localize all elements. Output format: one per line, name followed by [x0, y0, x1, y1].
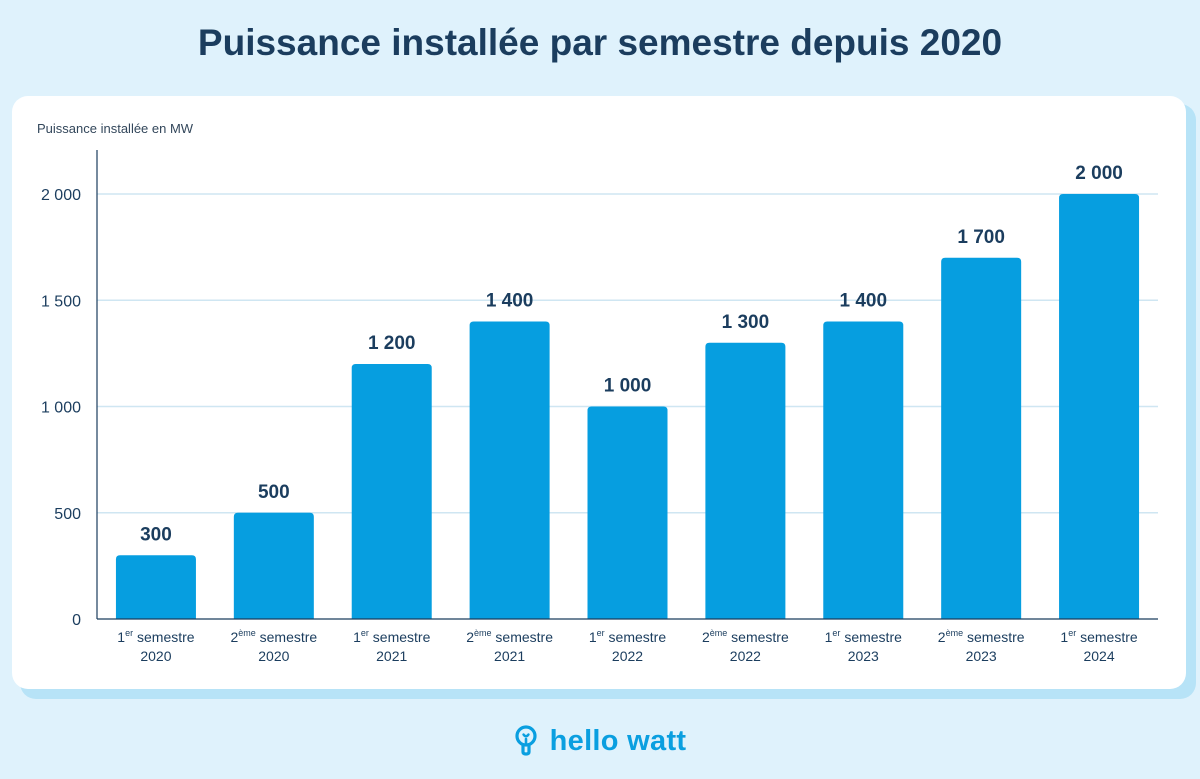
y-tick-label: 1 000 — [41, 400, 81, 417]
data-label: 1 000 — [604, 376, 652, 397]
data-label: 2 000 — [1075, 163, 1123, 184]
chart-title: Puissance installée par semestre depuis … — [197, 22, 1003, 63]
x-tick-label: 2ème semestre — [938, 628, 1025, 645]
bar — [115, 555, 196, 619]
bar — [705, 342, 786, 619]
x-tick-label: 1er semestre — [117, 628, 194, 645]
x-tick-label: 2ème semestre — [466, 628, 553, 645]
data-label: 1 300 — [722, 312, 770, 333]
x-tick-label: 2ème semestre — [230, 628, 317, 645]
x-tick-label: 1er semestre — [1060, 628, 1137, 645]
x-tick-year: 2024 — [1083, 648, 1114, 664]
data-label: 1 400 — [840, 291, 888, 312]
x-tick-year: 2021 — [494, 648, 525, 664]
y-tick-label: 2 000 — [41, 187, 81, 204]
y-tick-label: 1 500 — [41, 293, 81, 310]
bar — [233, 512, 314, 619]
brand-name: hello watt — [549, 724, 687, 757]
bar — [469, 321, 550, 619]
data-label: 1 200 — [368, 333, 416, 354]
y-tick-label: 0 — [72, 612, 81, 629]
x-tick-year: 2022 — [612, 648, 643, 664]
x-tick-year: 2021 — [376, 648, 407, 664]
x-tick-year: 2023 — [848, 648, 879, 664]
x-tick-label: 1er semestre — [589, 628, 666, 645]
bar-chart: 0 500 1 000 1 500 2 000 300 1er semestre 2020 50… — [41, 150, 1158, 664]
x-tick-year: 2022 — [730, 648, 761, 664]
data-label: 1 400 — [486, 291, 534, 312]
data-label: 500 — [258, 482, 290, 503]
x-tick-label: 1er semestre — [353, 628, 430, 645]
x-tick-label: 1er semestre — [825, 628, 902, 645]
y-tick-label: 500 — [54, 506, 81, 523]
x-tick-label: 2ème semestre — [702, 628, 789, 645]
x-tick-year: 2020 — [258, 648, 289, 664]
bar — [1059, 194, 1140, 619]
data-label: 300 — [140, 524, 172, 545]
bar — [823, 321, 904, 619]
bar — [587, 406, 668, 619]
x-tick-year: 2020 — [140, 648, 171, 664]
y-axis-title: Puissance installée en MW — [37, 121, 194, 136]
bar — [351, 364, 432, 619]
bar — [941, 257, 1022, 619]
x-tick-year: 2023 — [966, 648, 997, 664]
lightbulb-icon — [515, 725, 537, 756]
data-label: 1 700 — [957, 227, 1005, 248]
footer-logo: hello watt — [0, 719, 1200, 763]
